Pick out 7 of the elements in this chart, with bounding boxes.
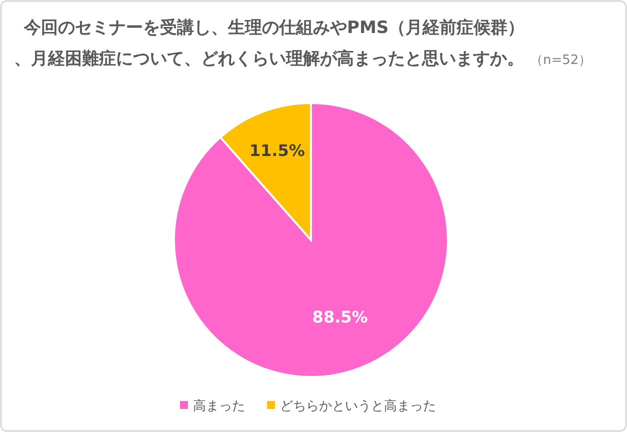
data-label: 11.5% (249, 140, 305, 160)
legend-label: 高まった (193, 398, 245, 414)
chart-title: 今回のセミナーを受講し、生理の仕組みやPMS（月経前症候群）、月経困難症について、どれくらい理解が高まったと思いますか。 (14, 18, 525, 69)
data-label: 88.5% (312, 307, 368, 326)
legend-label: どちらかというと高まった (280, 398, 436, 414)
pie-slice (173, 102, 449, 378)
text: （n=52） (530, 53, 592, 68)
